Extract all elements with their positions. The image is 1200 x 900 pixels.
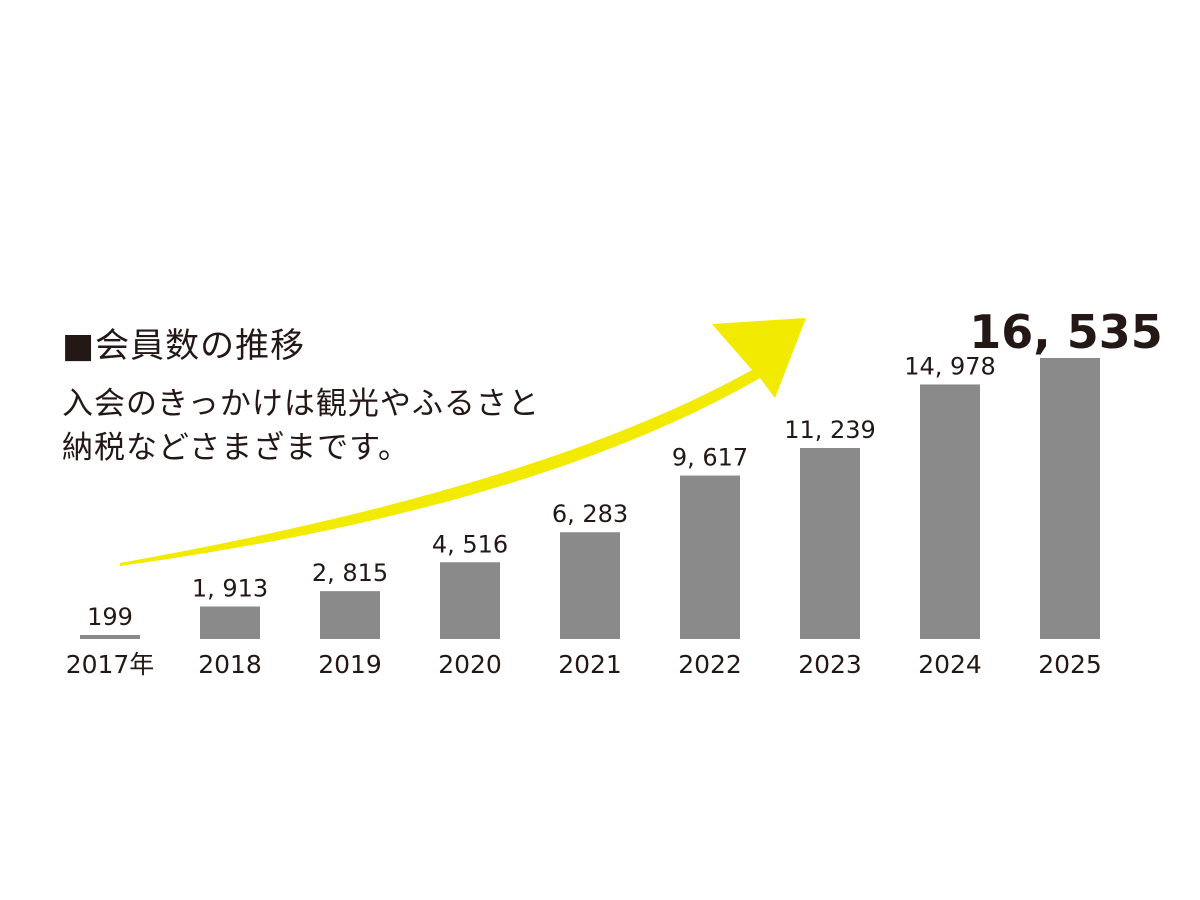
- value-label-2019: 2, 815: [312, 559, 388, 587]
- x-tick-label-2017年: 2017年: [66, 650, 155, 679]
- value-labels-group: 199 1, 913 2, 815 4, 516 6, 283 9, 617 11, 239…: [87, 305, 1163, 631]
- bar-2019: [320, 591, 380, 639]
- x-tick-label-2018: 2018: [198, 650, 262, 679]
- value-label-2024: 14, 978: [904, 352, 996, 380]
- x-tick-label-2023: 2023: [798, 650, 862, 679]
- x-tick-label-2021: 2021: [558, 650, 622, 679]
- value-label-2020: 4, 516: [432, 530, 508, 558]
- value-label-2023: 11, 239: [784, 416, 876, 444]
- trend-arrow-icon: [120, 318, 806, 566]
- x-tick-label-2025: 2025: [1038, 650, 1102, 679]
- subtitle-line-2: 納税などさまざまです。: [62, 430, 410, 466]
- bar-2023: [800, 448, 860, 639]
- value-label-2018: 1, 913: [192, 574, 268, 602]
- bar-2020: [440, 562, 500, 639]
- value-label-2022: 9, 617: [672, 444, 748, 472]
- chart-title: ■会員数の推移: [62, 326, 306, 366]
- value-label-2021: 6, 283: [552, 500, 628, 528]
- bar-2017年: [80, 635, 140, 639]
- bar-2018: [200, 606, 260, 639]
- x-tick-label-2022: 2022: [678, 650, 742, 679]
- x-tick-label-2019: 2019: [318, 650, 382, 679]
- chart-subtitle: 入会のきっかけは観光やふるさと 納税などさまざまです。: [62, 382, 540, 470]
- bars-group: [80, 358, 1100, 639]
- bar-2021: [560, 532, 620, 639]
- bar-2022: [680, 475, 740, 639]
- value-label-2017年: 199: [87, 603, 133, 631]
- bar-2024: [920, 384, 980, 639]
- bar-2025: [1040, 358, 1100, 639]
- x-axis-labels-group: 2017年 2018 2019 2020 2021 2022 2023 2024 2025: [66, 650, 1102, 679]
- subtitle-line-1: 入会のきっかけは観光やふるさと: [62, 386, 540, 422]
- x-tick-label-2024: 2024: [918, 650, 982, 679]
- trend-arrow-shape: [120, 318, 806, 566]
- value-label-2025: 16, 535: [969, 305, 1163, 359]
- x-tick-label-2020: 2020: [438, 650, 502, 679]
